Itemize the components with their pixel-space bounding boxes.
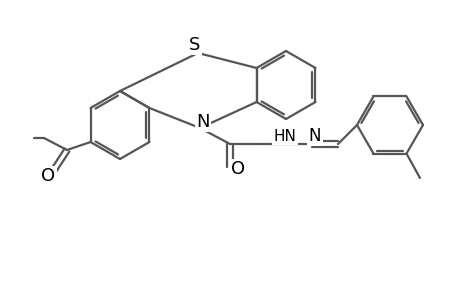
Text: HN: HN [273, 128, 296, 143]
Text: O: O [41, 167, 55, 185]
Text: S: S [189, 36, 200, 54]
Text: O: O [230, 160, 245, 178]
Text: N: N [196, 113, 209, 131]
Text: N: N [308, 127, 320, 145]
